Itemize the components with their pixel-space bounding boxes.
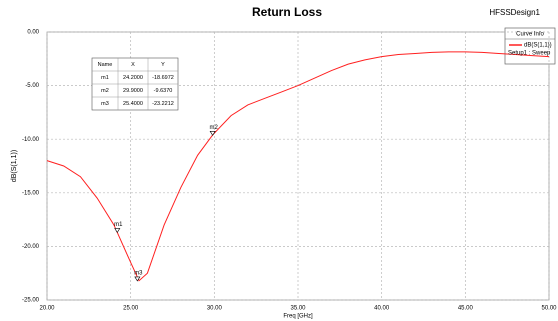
chart-title: Return Loss [252, 5, 322, 19]
y-tick-label: -10.00 [22, 137, 40, 143]
y-tick-label: -15.00 [22, 190, 40, 196]
table-cell: 29.9000 [123, 88, 143, 94]
x-tick-label: 50.00 [541, 306, 557, 312]
legend-title: Curve Info [516, 32, 544, 38]
y-tick-label: -5.00 [25, 83, 39, 89]
table-header: Name [98, 62, 113, 68]
legend-box [504, 27, 556, 65]
x-axis-label: Freq [GHz] [283, 314, 313, 320]
x-tick-label: 20.00 [39, 306, 55, 312]
marker-label: m1 [114, 222, 123, 228]
marker-label: m2 [209, 125, 218, 131]
y-axis-label: dB(S(1,1)) [11, 150, 18, 182]
table-cell: m1 [101, 75, 109, 81]
table-cell: -23.2212 [152, 101, 174, 107]
legend-setup: Setup1 : Sweep [508, 51, 551, 57]
y-tick-label: -25.00 [22, 298, 40, 304]
series-line [46, 51, 550, 282]
table-cell: -18.6972 [152, 75, 174, 81]
x-tick-label: 40.00 [374, 306, 390, 312]
marker-label: m3 [134, 271, 143, 277]
table-cell: m2 [101, 88, 109, 94]
x-tick-label: 45.00 [458, 306, 474, 312]
marker-triangle [134, 276, 141, 282]
table-cell: -9.6370 [154, 88, 173, 94]
y-tick-label: -20.00 [22, 244, 40, 250]
design-name: HFSSDesign1 [489, 8, 540, 17]
x-tick-label: 35.00 [290, 306, 306, 312]
table-cell: m3 [101, 101, 109, 107]
table-header: Y [161, 62, 165, 68]
table-cell: 24.2000 [123, 75, 143, 81]
table-header: X [131, 62, 135, 68]
marker-triangle [209, 131, 216, 136]
legend-label: dB(S(1,1)) [524, 43, 552, 49]
marker-triangle [114, 228, 121, 234]
x-tick-label: 25.00 [123, 306, 139, 312]
marker-table: Name X Ym1 24.2000 -18.6972 m2 29.9000 -9.6370 m… [91, 57, 179, 111]
legend: Curve Info [504, 27, 556, 65]
table-cell: 25.4000 [123, 101, 143, 107]
x-tick-label: 30.00 [207, 306, 223, 312]
y-tick-label: 0.00 [27, 30, 39, 36]
